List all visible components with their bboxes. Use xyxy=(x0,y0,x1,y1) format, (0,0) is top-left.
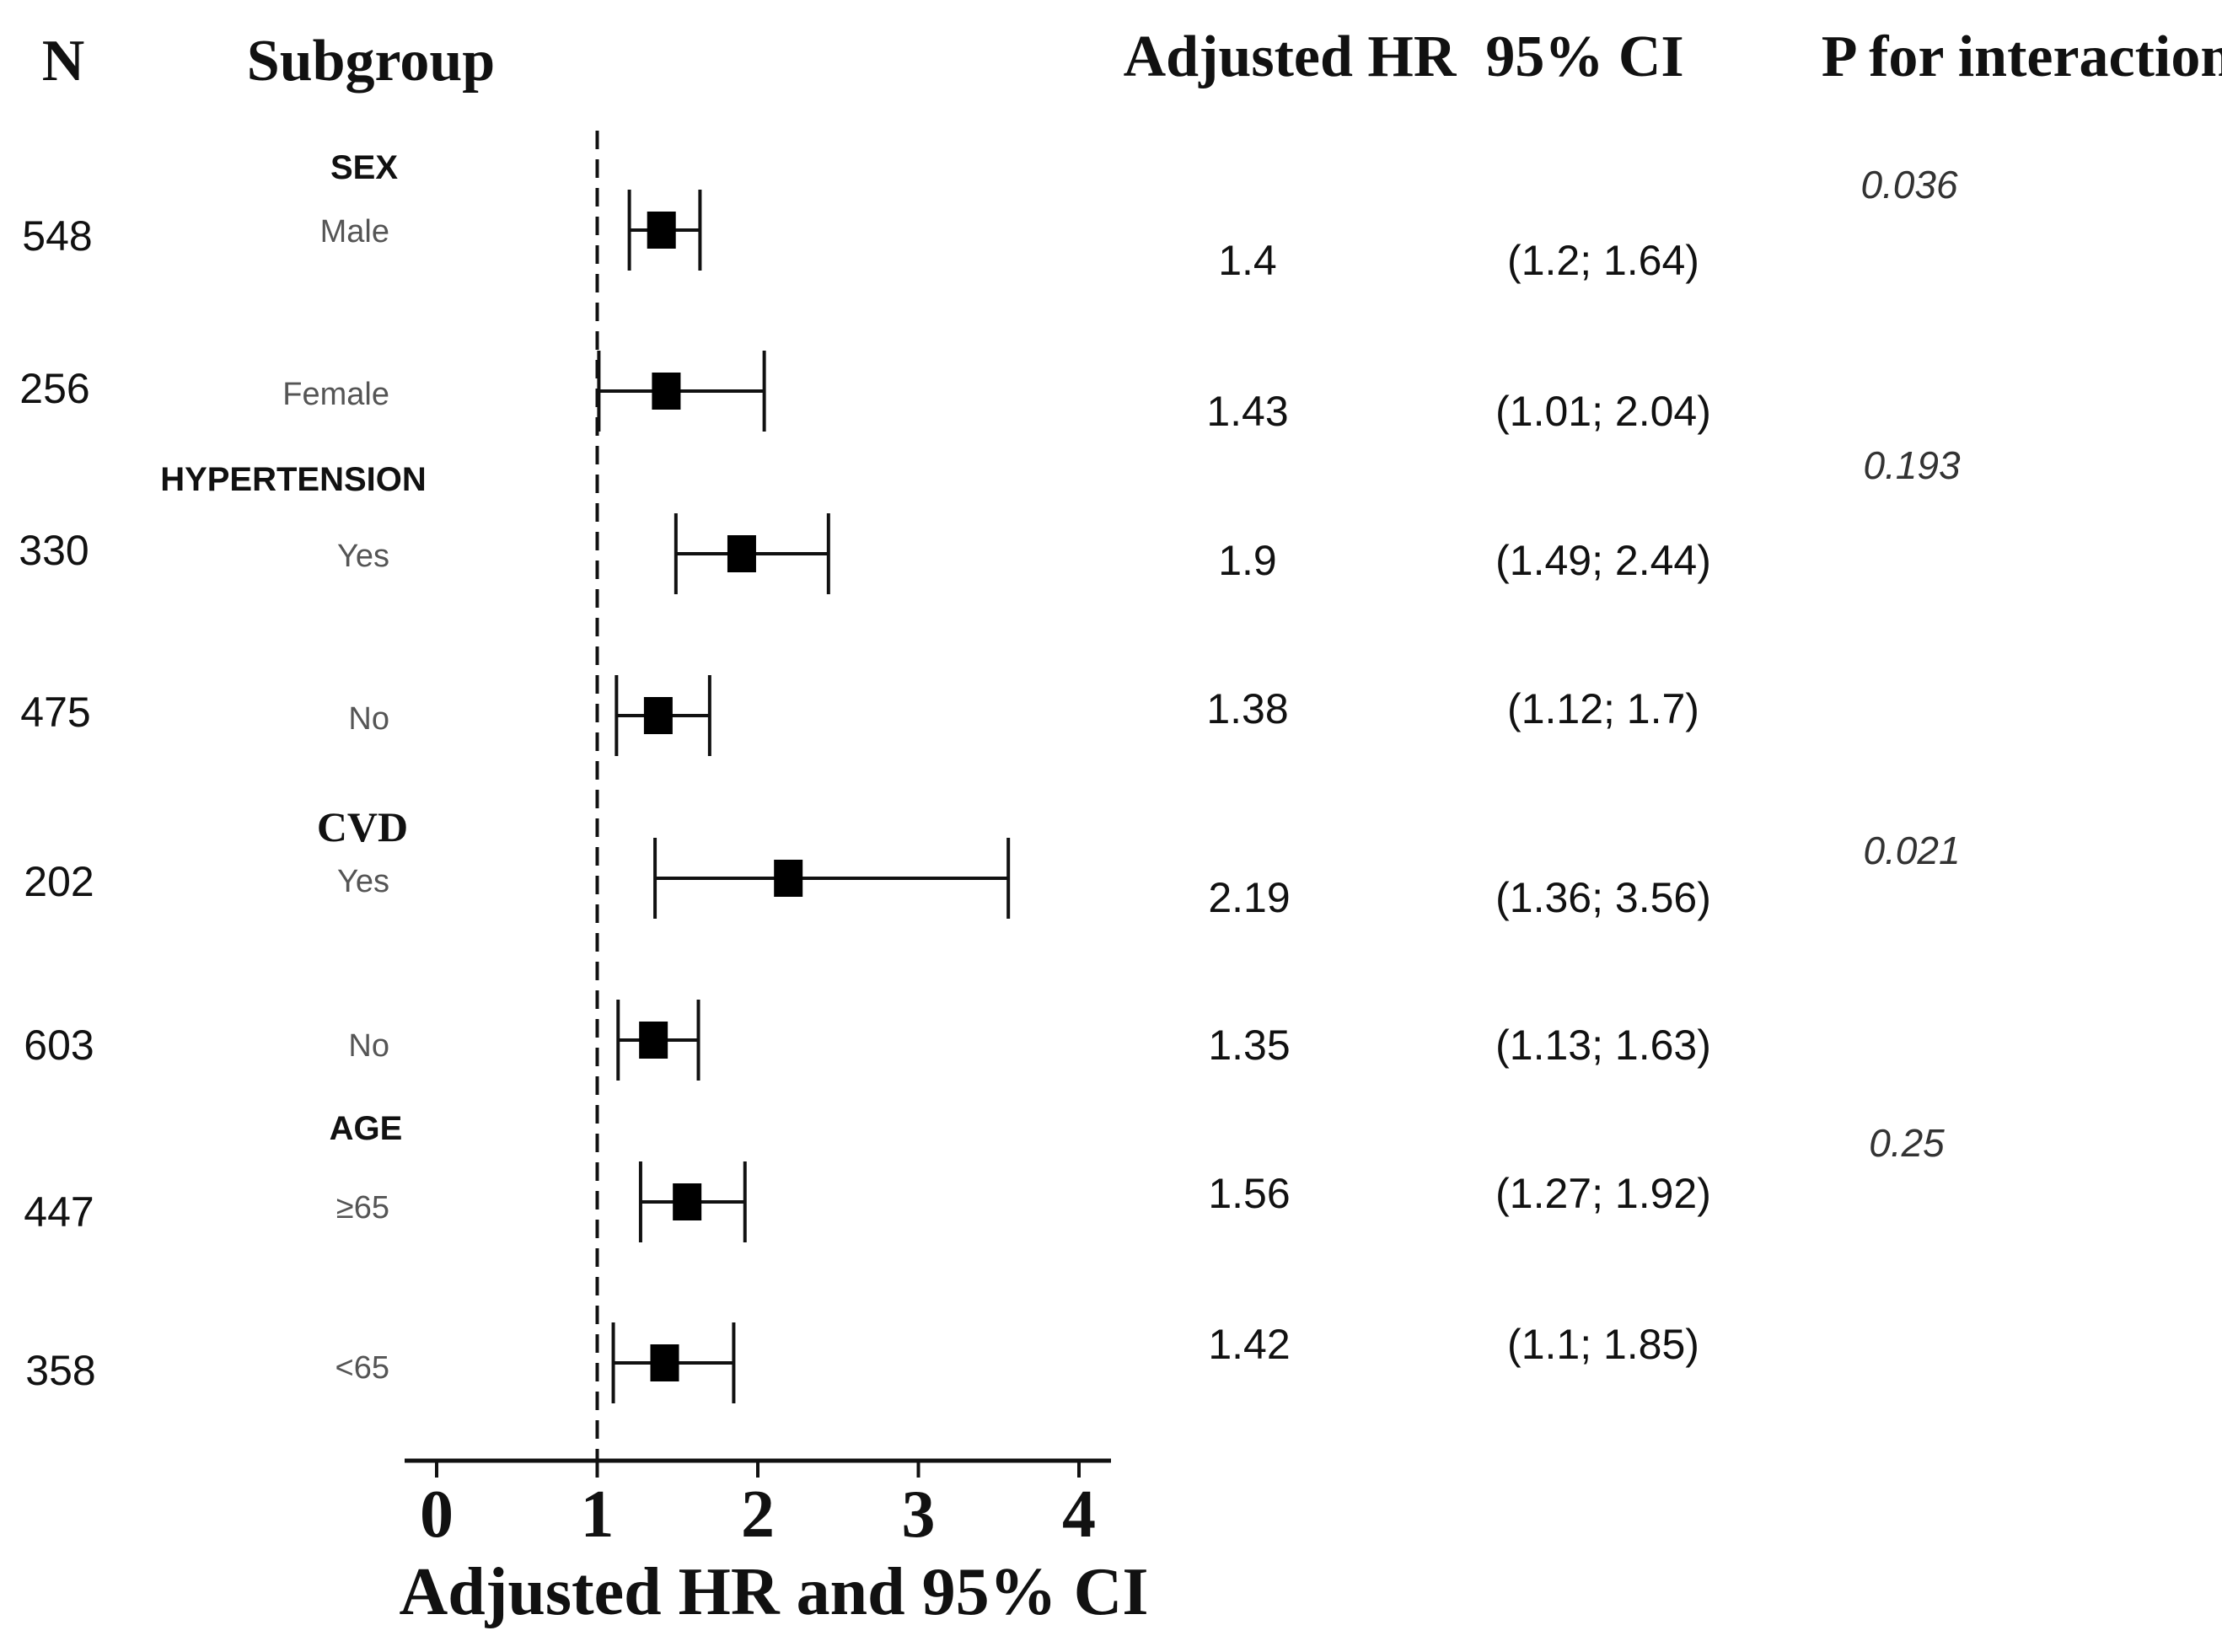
header-p-interaction: P for interaction xyxy=(1822,24,2222,89)
hr-value: 1.42 xyxy=(1208,1321,1290,1368)
hr-value: 1.43 xyxy=(1206,388,1288,435)
x-tick-label: 0 xyxy=(420,1478,454,1552)
hr-value: 2.19 xyxy=(1208,874,1290,921)
hr-point xyxy=(639,1022,668,1059)
x-tick-label: 3 xyxy=(902,1478,936,1552)
n-value: 202 xyxy=(24,858,94,905)
x-axis-ticks: 0 1 2 3 4 xyxy=(420,1461,1096,1552)
subgroup-label: Yes xyxy=(337,539,389,574)
n-value: 548 xyxy=(22,212,92,260)
ci-value: (1.01; 2.04) xyxy=(1495,388,1711,435)
hr-point xyxy=(650,1344,679,1381)
hr-value: 1.56 xyxy=(1208,1170,1290,1217)
subgroup-label: Female xyxy=(282,377,389,412)
n-value: 330 xyxy=(19,527,89,574)
n-value: 475 xyxy=(20,689,90,736)
subgroup-label: Yes xyxy=(337,864,389,899)
n-value: 603 xyxy=(24,1022,94,1069)
subgroup-label: No xyxy=(348,1028,389,1064)
header-95-ci: 95% CI xyxy=(1485,24,1683,89)
p-value-age: 0.25 xyxy=(1869,1121,1945,1165)
forest-marks xyxy=(595,131,1011,1461)
hr-point xyxy=(652,373,681,410)
ci-value: (1.2; 1.64) xyxy=(1507,237,1699,284)
p-value-hypertension: 0.193 xyxy=(1863,443,1961,487)
ci-value: (1.49; 2.44) xyxy=(1495,537,1711,584)
hr-point xyxy=(774,860,803,897)
ci-value: (1.1; 1.85) xyxy=(1507,1321,1699,1368)
n-value: 358 xyxy=(25,1347,95,1394)
group-label-hypertension: HYPERTENSION xyxy=(160,461,427,498)
subgroup-label: Male xyxy=(320,214,389,249)
hr-point xyxy=(643,697,673,734)
subgroup-label: No xyxy=(348,701,389,737)
x-axis-title: Adjusted HR and 95% CI xyxy=(399,1555,1148,1629)
header-n: N xyxy=(42,29,85,94)
x-tick-label: 1 xyxy=(581,1478,615,1552)
n-value: 256 xyxy=(19,365,89,412)
x-tick-label: 4 xyxy=(1062,1478,1096,1552)
ci-value: (1.27; 1.92) xyxy=(1495,1170,1711,1217)
hr-value: 1.38 xyxy=(1206,685,1288,732)
x-tick-label: 2 xyxy=(741,1478,775,1552)
hr-value: 1.4 xyxy=(1218,237,1277,284)
ci-value: (1.13; 1.63) xyxy=(1495,1022,1711,1069)
group-label-age: AGE xyxy=(330,1110,403,1147)
ci-value: (1.36; 3.56) xyxy=(1495,874,1711,921)
hr-point xyxy=(673,1183,702,1220)
hr-point xyxy=(647,212,676,249)
n-value: 447 xyxy=(24,1188,94,1236)
p-value-sex: 0.036 xyxy=(1860,163,1958,206)
p-value-cvd: 0.021 xyxy=(1863,829,1960,872)
header-subgroup: Subgroup xyxy=(247,29,495,94)
header-adjusted-hr: Adjusted HR xyxy=(1124,24,1457,89)
group-label-cvd: CVD xyxy=(317,803,408,850)
group-label-sex: SEX xyxy=(330,149,398,186)
subgroup-label: <65 xyxy=(335,1350,389,1386)
hr-point xyxy=(727,535,756,572)
ci-value: (1.12; 1.7) xyxy=(1507,685,1699,732)
hr-value: 1.9 xyxy=(1218,537,1277,584)
subgroup-label: ≥65 xyxy=(336,1190,389,1226)
hr-value: 1.35 xyxy=(1208,1022,1290,1069)
